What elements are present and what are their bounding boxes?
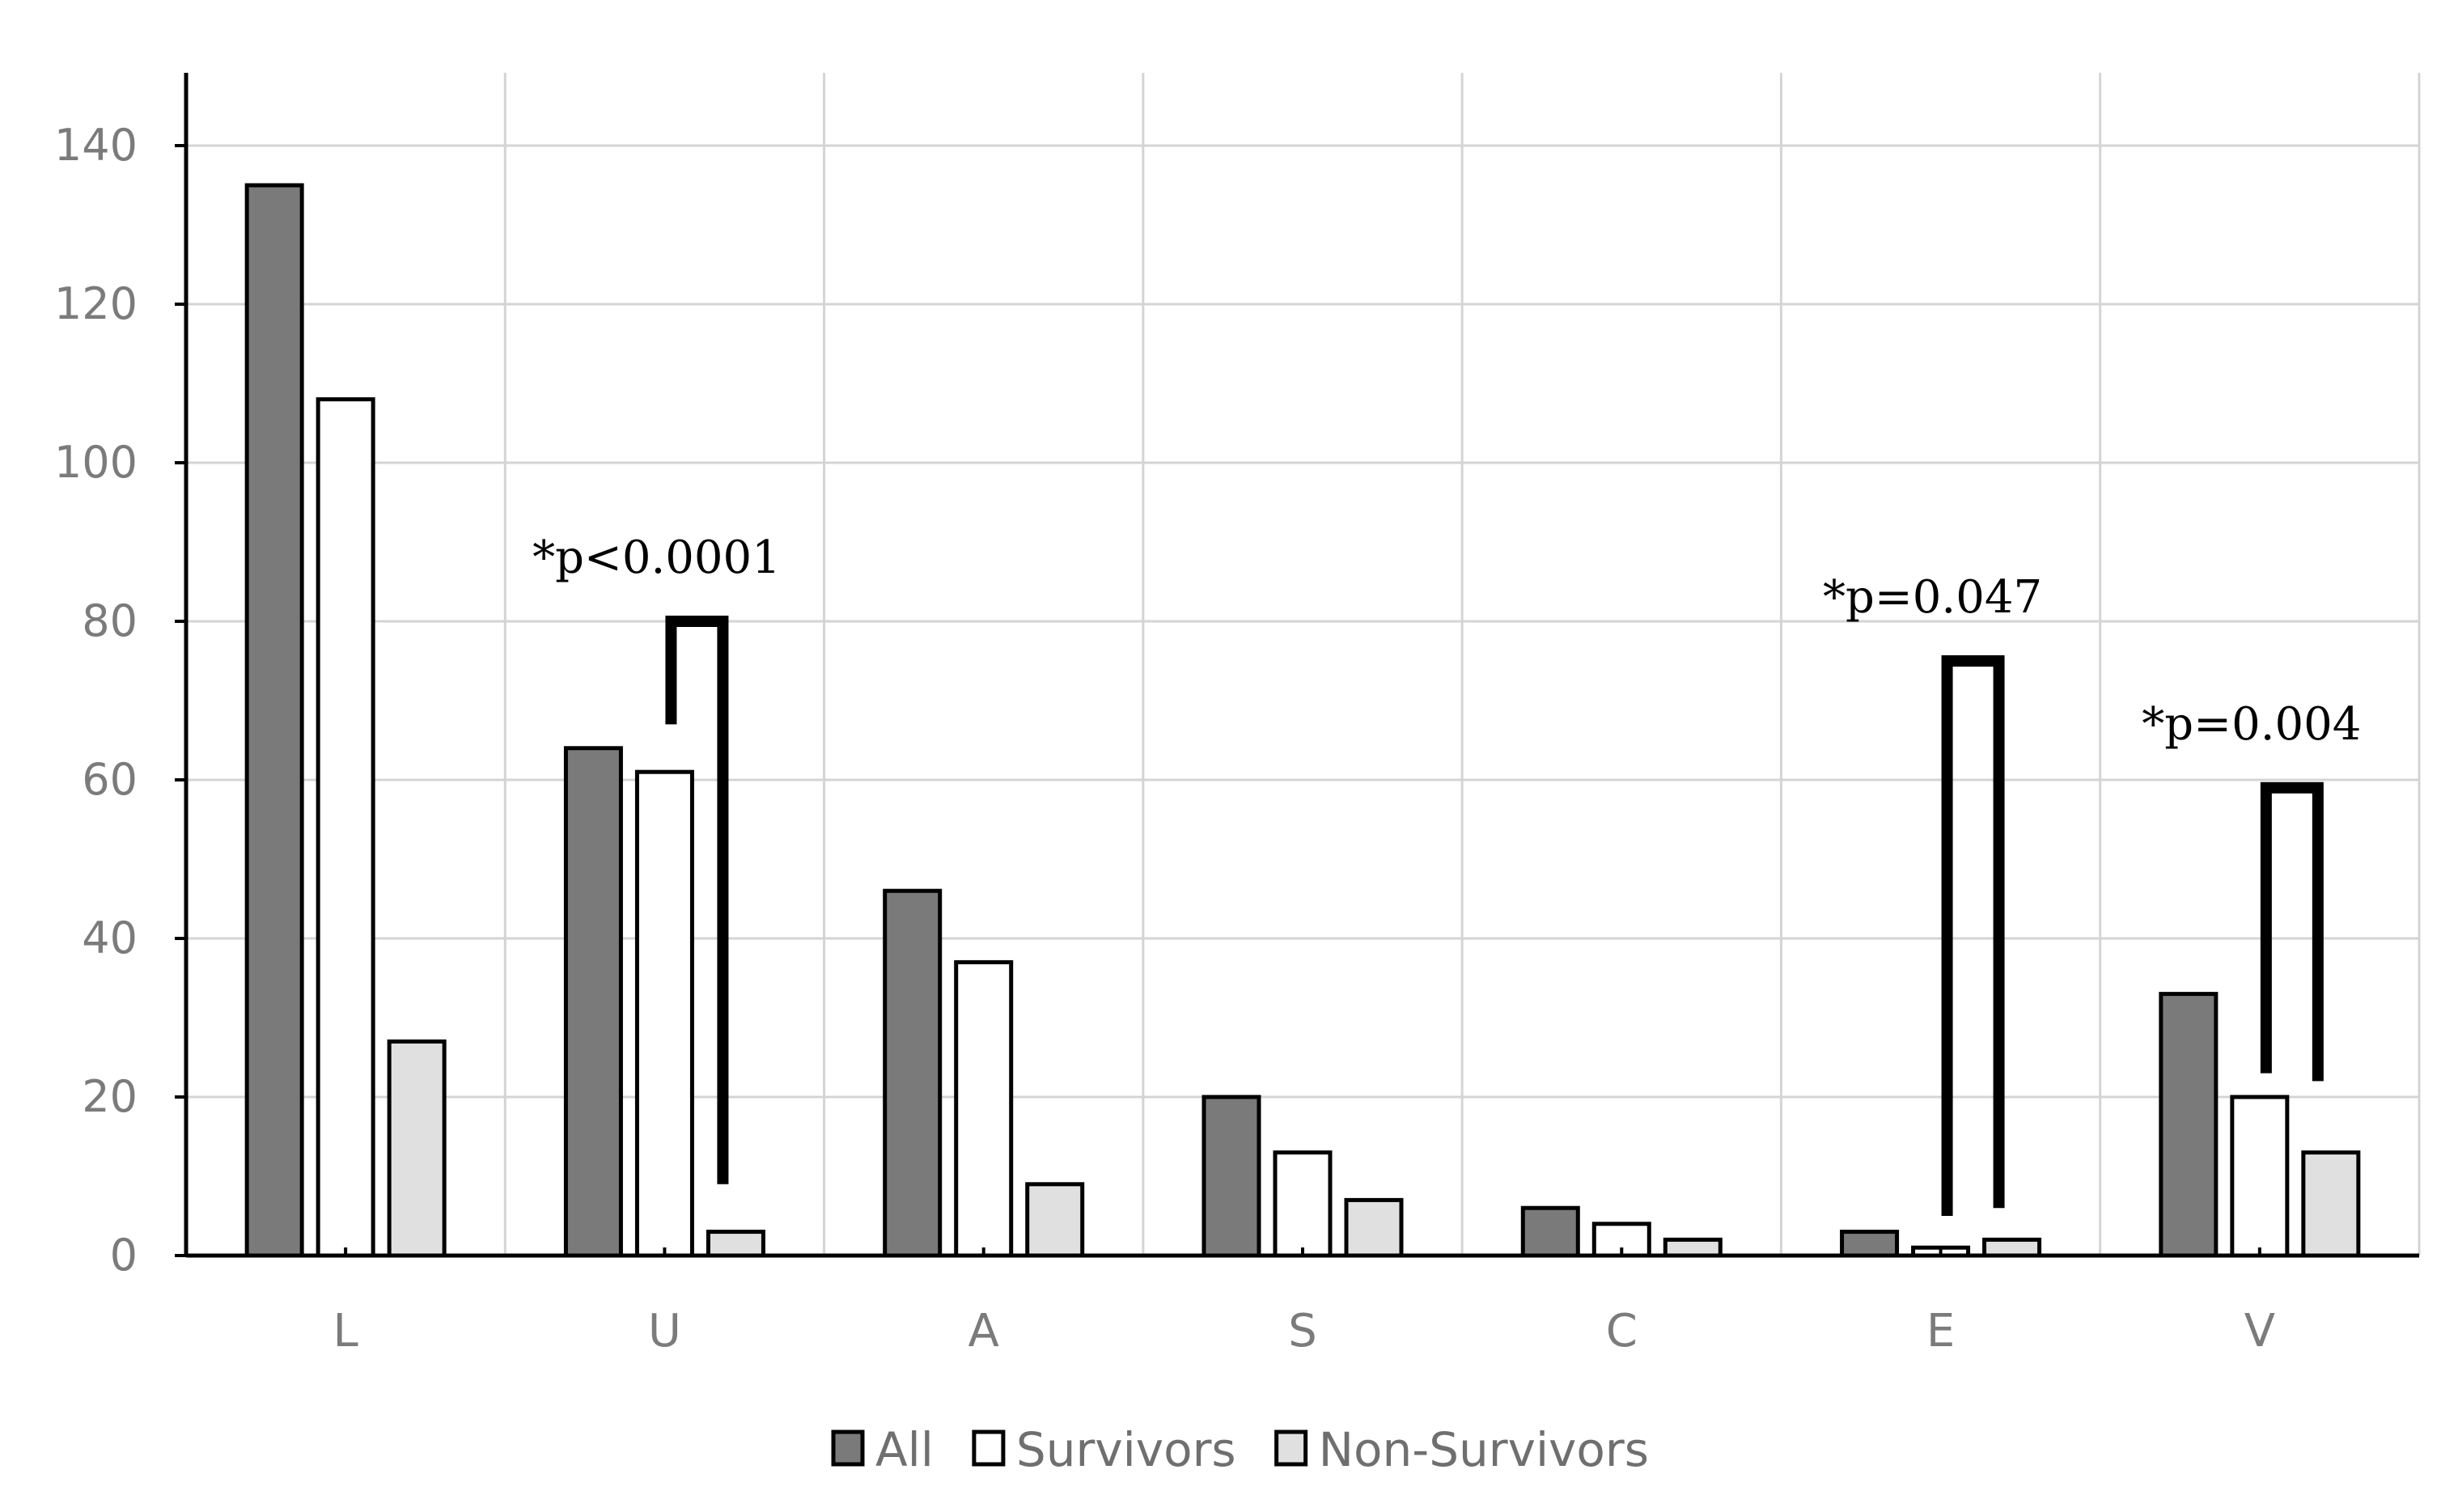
bar-non-survivors-s <box>1344 1197 1404 1258</box>
y-tick-label: 40 <box>82 913 138 964</box>
bar-survivors-l <box>316 397 375 1258</box>
bar-all-e <box>1840 1230 1900 1258</box>
legend-swatch-all <box>831 1429 865 1467</box>
bar-non-survivors-v <box>2301 1150 2361 1258</box>
bar-non-survivors-l <box>387 1039 447 1258</box>
p-value-label-u: *p<0.0001 <box>532 532 781 584</box>
x-category-label: L <box>333 1305 358 1357</box>
y-tick-label: 80 <box>82 595 138 646</box>
significance-bracket-u <box>665 616 729 1184</box>
bar-non-survivors-c <box>1663 1237 1723 1258</box>
y-tick-label: 120 <box>54 278 138 329</box>
x-category-label: V <box>2244 1305 2275 1357</box>
bar-non-survivors-u <box>706 1230 765 1258</box>
bar-survivors-v <box>2230 1095 2290 1258</box>
y-tick-label: 140 <box>54 120 138 171</box>
bar-survivors-s <box>1273 1150 1333 1258</box>
bars <box>244 183 2361 1258</box>
bar-non-survivors-e <box>1982 1237 2042 1258</box>
bar-all-c <box>1520 1205 1580 1258</box>
legend-swatch-non-survivors <box>1274 1429 1308 1467</box>
bar-all-u <box>563 746 623 1258</box>
x-category-label: U <box>648 1305 681 1357</box>
x-category-label: E <box>1926 1305 1955 1357</box>
bar-survivors-a <box>954 959 1014 1258</box>
bar-all-v <box>2159 992 2219 1258</box>
bar-survivors-u <box>634 769 694 1258</box>
gridlines <box>186 73 2421 1256</box>
significance-bracket-v <box>2260 781 2324 1082</box>
y-tick-label: 60 <box>82 754 138 805</box>
legend-label-non-survivors: Non-Survivors <box>1319 1422 1649 1477</box>
bar-all-a <box>883 888 943 1258</box>
y-tick-label: 20 <box>82 1071 138 1122</box>
bar-all-l <box>244 183 304 1258</box>
axes <box>175 73 2419 1258</box>
x-category-label: S <box>1288 1305 1317 1357</box>
legend-label-all: All <box>875 1422 934 1477</box>
y-tick-label: 0 <box>110 1230 138 1281</box>
bar-all-s <box>1201 1095 1261 1258</box>
legend: All Survivors Non-Survivors <box>831 1422 1649 1477</box>
legend-label-survivors: Survivors <box>1016 1422 1236 1477</box>
bar-non-survivors-a <box>1025 1182 1085 1258</box>
y-tick-label: 100 <box>54 437 138 488</box>
axis-labels: 0 20 40 60 80 100 120 140 L U A S C E V <box>54 120 2275 1357</box>
significance-annotations: *p<0.0001 *p=0.047 *p=0.004 <box>532 532 2361 1216</box>
p-value-label-v: *p=0.004 <box>2142 698 2361 751</box>
x-category-label: A <box>968 1305 999 1357</box>
legend-swatch-survivors <box>972 1429 1006 1467</box>
x-category-label: C <box>1606 1305 1638 1357</box>
p-value-label-e: *p=0.047 <box>1823 571 2042 624</box>
significance-bracket-e <box>1941 655 2005 1216</box>
